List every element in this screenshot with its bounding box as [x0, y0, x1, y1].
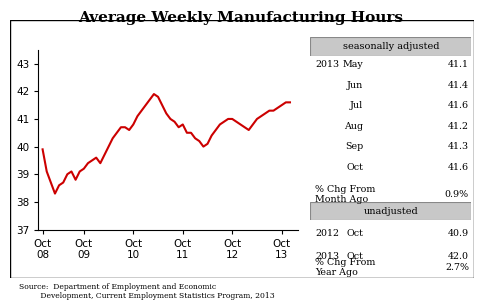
Text: 2012: 2012 [314, 229, 338, 238]
Text: 41.6: 41.6 [447, 101, 468, 110]
Text: Average Weekly Manufacturing Hours: Average Weekly Manufacturing Hours [78, 11, 402, 24]
Text: 41.4: 41.4 [447, 81, 468, 90]
Text: 2013: 2013 [314, 60, 338, 69]
Text: Oct: Oct [346, 252, 362, 261]
Text: 0.9%: 0.9% [444, 190, 468, 199]
Text: Jul: Jul [349, 101, 362, 110]
Text: 41.1: 41.1 [447, 60, 468, 69]
Text: May: May [342, 60, 362, 69]
Text: 40.9: 40.9 [447, 229, 468, 238]
Text: 41.6: 41.6 [447, 163, 468, 172]
Text: 41.3: 41.3 [447, 142, 468, 151]
Text: unadjusted: unadjusted [363, 207, 417, 216]
Text: 2013: 2013 [314, 252, 338, 261]
Text: Aug: Aug [343, 122, 362, 131]
Text: Oct: Oct [346, 229, 362, 238]
Text: % Chg From
Year Ago: % Chg From Year Ago [314, 258, 375, 277]
Text: % Chg From
Month Ago: % Chg From Month Ago [314, 185, 375, 204]
Text: Jun: Jun [346, 81, 362, 90]
FancyBboxPatch shape [310, 202, 470, 220]
Text: 42.0: 42.0 [447, 252, 468, 261]
Text: seasonally adjusted: seasonally adjusted [342, 42, 438, 51]
Text: Source:  Department of Employment and Economic
         Development, Current Emp: Source: Department of Employment and Eco… [19, 283, 275, 300]
FancyBboxPatch shape [310, 37, 470, 56]
Text: 2.7%: 2.7% [444, 263, 468, 272]
Text: Oct: Oct [346, 163, 362, 172]
Text: Sep: Sep [344, 142, 362, 151]
Text: 41.2: 41.2 [447, 122, 468, 131]
